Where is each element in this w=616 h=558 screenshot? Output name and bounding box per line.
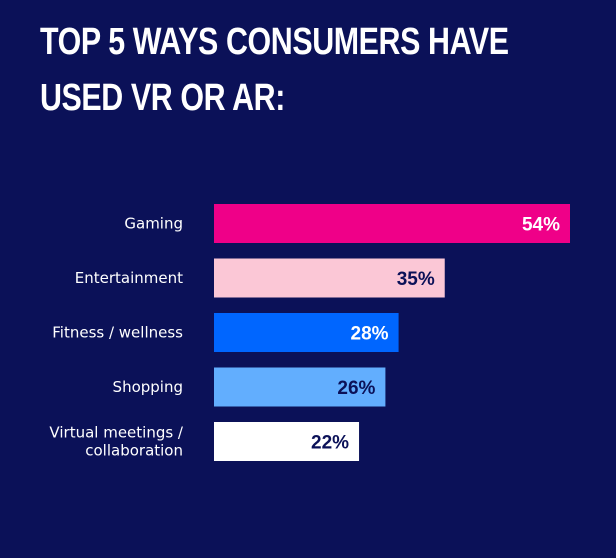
value-label-3: 26% bbox=[337, 378, 375, 399]
value-label-1: 35% bbox=[397, 269, 435, 290]
chart-title-line-1: TOP 5 WAYS CONSUMERS HAVE bbox=[40, 21, 509, 63]
bars-group: 54% Gaming 35% Entertainment 28% Fitness / we… bbox=[49, 204, 570, 461]
category-label-4: Virtual meetings / collaboration bbox=[49, 424, 184, 460]
category-label-2-line-0: Fitness / wellness bbox=[52, 324, 183, 342]
bar-1 bbox=[214, 258, 445, 298]
category-label-3-line-0: Shopping bbox=[113, 378, 183, 396]
bar-4 bbox=[214, 422, 360, 461]
bar-3 bbox=[214, 367, 386, 407]
category-label-1-line-0: Entertainment bbox=[75, 269, 183, 287]
chart-title: TOP 5 WAYS CONSUMERS HAVE USED VR OR AR: bbox=[40, 14, 509, 126]
value-label-2: 28% bbox=[351, 324, 389, 345]
chart-title-line-2: USED VR OR AR: bbox=[40, 77, 285, 119]
category-label-2: Fitness / wellness bbox=[52, 324, 183, 342]
category-label-4-line-1: collaboration bbox=[85, 442, 183, 460]
category-label-0-line-0: Gaming bbox=[124, 215, 183, 233]
category-label-0: Gaming bbox=[124, 215, 183, 233]
category-label-4-line-0: Virtual meetings / bbox=[49, 424, 184, 442]
value-label-4: 22% bbox=[311, 433, 349, 454]
value-label-0: 54% bbox=[522, 215, 560, 236]
category-label-1: Entertainment bbox=[75, 269, 183, 287]
bar-2 bbox=[214, 313, 399, 352]
category-label-3: Shopping bbox=[113, 378, 183, 396]
bar-0 bbox=[214, 204, 570, 243]
